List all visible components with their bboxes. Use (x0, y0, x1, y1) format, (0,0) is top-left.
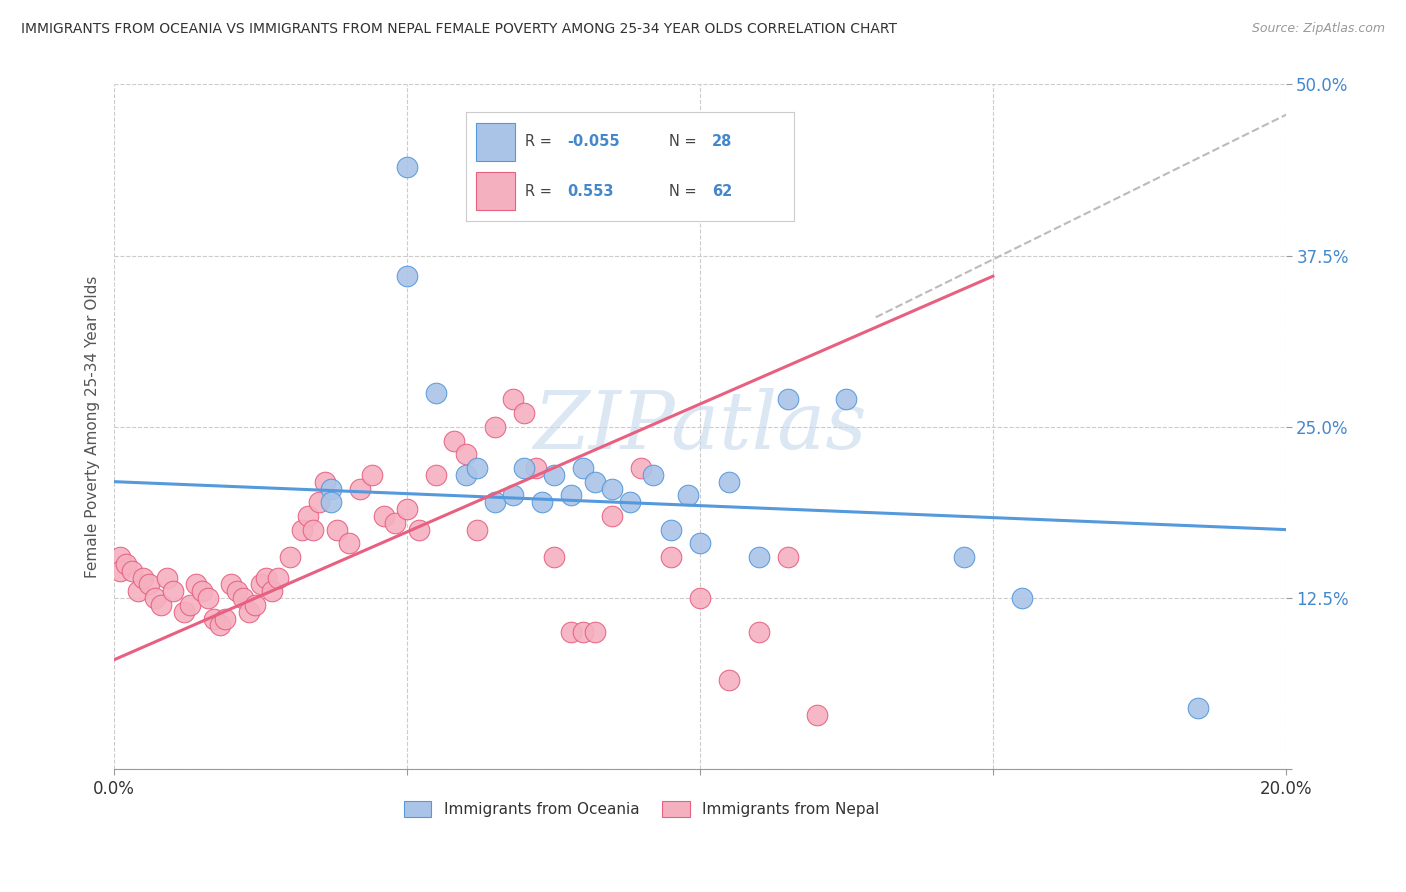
Point (530, 495, 553, 509)
Point (297, 508, 319, 523)
Point (396, 160, 419, 174)
Point (308, 495, 330, 509)
Point (319, 482, 342, 496)
Point (1187, 700, 1209, 714)
Point (214, 612, 236, 626)
Point (484, 495, 506, 509)
Point (689, 536, 711, 550)
Point (115, 557, 138, 571)
Point (583, 475, 606, 489)
Point (243, 598, 266, 612)
Point (952, 549, 974, 564)
Point (689, 591, 711, 606)
Point (232, 591, 254, 606)
Point (173, 605, 195, 619)
Point (560, 625, 582, 640)
Point (396, 502, 419, 516)
Point (179, 598, 201, 612)
Text: ZIPatlas: ZIPatlas (533, 388, 866, 466)
Point (349, 482, 371, 496)
Point (502, 488, 524, 502)
Point (156, 570, 179, 584)
Point (337, 536, 360, 550)
Point (208, 618, 231, 632)
Point (319, 495, 342, 509)
Point (619, 495, 641, 509)
Point (361, 467, 384, 482)
Point (600, 482, 623, 496)
Point (108, 564, 131, 578)
Point (467, 461, 489, 475)
Text: IMMIGRANTS FROM OCEANIA VS IMMIGRANTS FROM NEPAL FEMALE POVERTY AMONG 25-34 YEAR: IMMIGRANTS FROM OCEANIA VS IMMIGRANTS FR… (21, 22, 897, 37)
Point (643, 467, 665, 482)
Point (748, 625, 770, 640)
Point (291, 523, 314, 537)
Point (186, 577, 208, 591)
Point (835, 392, 858, 407)
Point (454, 447, 477, 461)
Point (806, 707, 828, 722)
Point (408, 523, 430, 537)
Point (1011, 591, 1033, 606)
Point (138, 577, 160, 591)
Point (443, 434, 465, 448)
Point (748, 549, 770, 564)
Point (572, 461, 595, 475)
Point (267, 570, 290, 584)
Point (659, 523, 682, 537)
Point (630, 461, 652, 475)
Point (162, 584, 184, 599)
Point (278, 549, 301, 564)
Point (572, 625, 595, 640)
Point (718, 673, 741, 688)
Point (583, 625, 606, 640)
Point (776, 549, 799, 564)
Point (543, 467, 565, 482)
Point (150, 598, 173, 612)
Point (226, 584, 249, 599)
Point (197, 591, 219, 606)
Point (302, 523, 325, 537)
Point (326, 523, 349, 537)
Point (127, 584, 149, 599)
Point (396, 269, 419, 284)
Point (384, 516, 406, 530)
Point (191, 584, 214, 599)
Point (513, 406, 536, 420)
Point (718, 475, 741, 489)
Point (425, 385, 447, 400)
Point (425, 467, 447, 482)
Point (454, 467, 477, 482)
Point (202, 612, 225, 626)
Point (121, 564, 143, 578)
Legend: Immigrants from Oceania, Immigrants from Nepal: Immigrants from Oceania, Immigrants from… (398, 795, 886, 823)
Point (249, 577, 271, 591)
Point (108, 549, 131, 564)
Point (262, 584, 284, 599)
Y-axis label: Female Poverty Among 25-34 Year Olds: Female Poverty Among 25-34 Year Olds (86, 276, 100, 578)
Point (132, 570, 155, 584)
Point (502, 392, 524, 407)
Point (238, 605, 260, 619)
Point (314, 475, 336, 489)
Point (373, 508, 395, 523)
Point (659, 549, 682, 564)
Point (600, 508, 623, 523)
Point (776, 392, 799, 407)
Point (484, 420, 506, 434)
Point (221, 577, 243, 591)
Point (467, 523, 489, 537)
Point (560, 488, 582, 502)
Point (143, 591, 166, 606)
Point (256, 570, 278, 584)
Point (543, 549, 565, 564)
Point (513, 461, 536, 475)
Point (524, 461, 547, 475)
Text: Source: ZipAtlas.com: Source: ZipAtlas.com (1251, 22, 1385, 36)
Point (678, 488, 700, 502)
